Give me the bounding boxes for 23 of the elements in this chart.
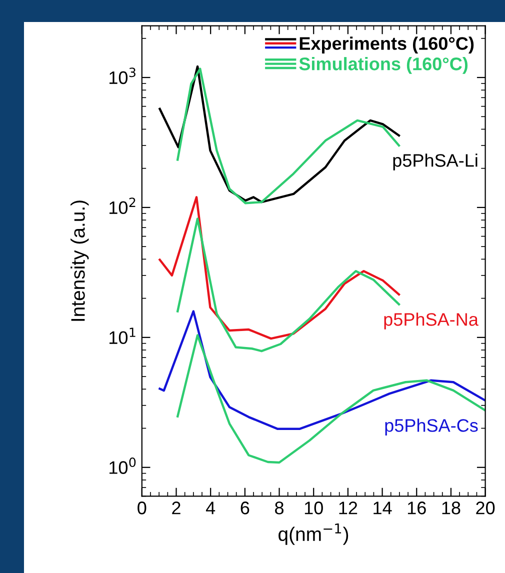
- annotation: p5PhSA-Na: [384, 312, 478, 330]
- y-tick-label: 10$^{2}$: [110, 198, 136, 214]
- annotation: p5PhSA-Cs: [385, 418, 478, 436]
- x-tick-label: 14: [374, 502, 392, 514]
- x-tick-label: 4: [206, 502, 216, 514]
- x-axis-title: q(nm$^{−1}$): [278, 523, 348, 545]
- y-tick-label: 10$^{1}$: [110, 328, 136, 344]
- x-tick-label: 12: [339, 502, 358, 514]
- x-tick-label: 6: [240, 502, 250, 514]
- annotation: p5PhSA-Li: [393, 154, 478, 170]
- x-tick-label: 18: [442, 502, 460, 514]
- y-tick-label: 10$^{0}$: [110, 458, 136, 474]
- x-tick-label: 20: [476, 502, 495, 514]
- legend-label: Simulations (160°C): [299, 57, 468, 74]
- x-tick-label: 0: [138, 502, 146, 514]
- legend-label: Experiments (160°C): [300, 36, 474, 54]
- line-series: [176, 334, 486, 464]
- x-tick-label: 10: [304, 502, 323, 514]
- x-tick-label: 8: [275, 502, 284, 514]
- y-axis-title: Intensity (a.u.): [70, 200, 89, 321]
- y-tick-label: 10$^{3}$: [110, 68, 136, 84]
- x-tick-label: 2: [172, 502, 180, 514]
- x-tick-label: 16: [408, 502, 426, 514]
